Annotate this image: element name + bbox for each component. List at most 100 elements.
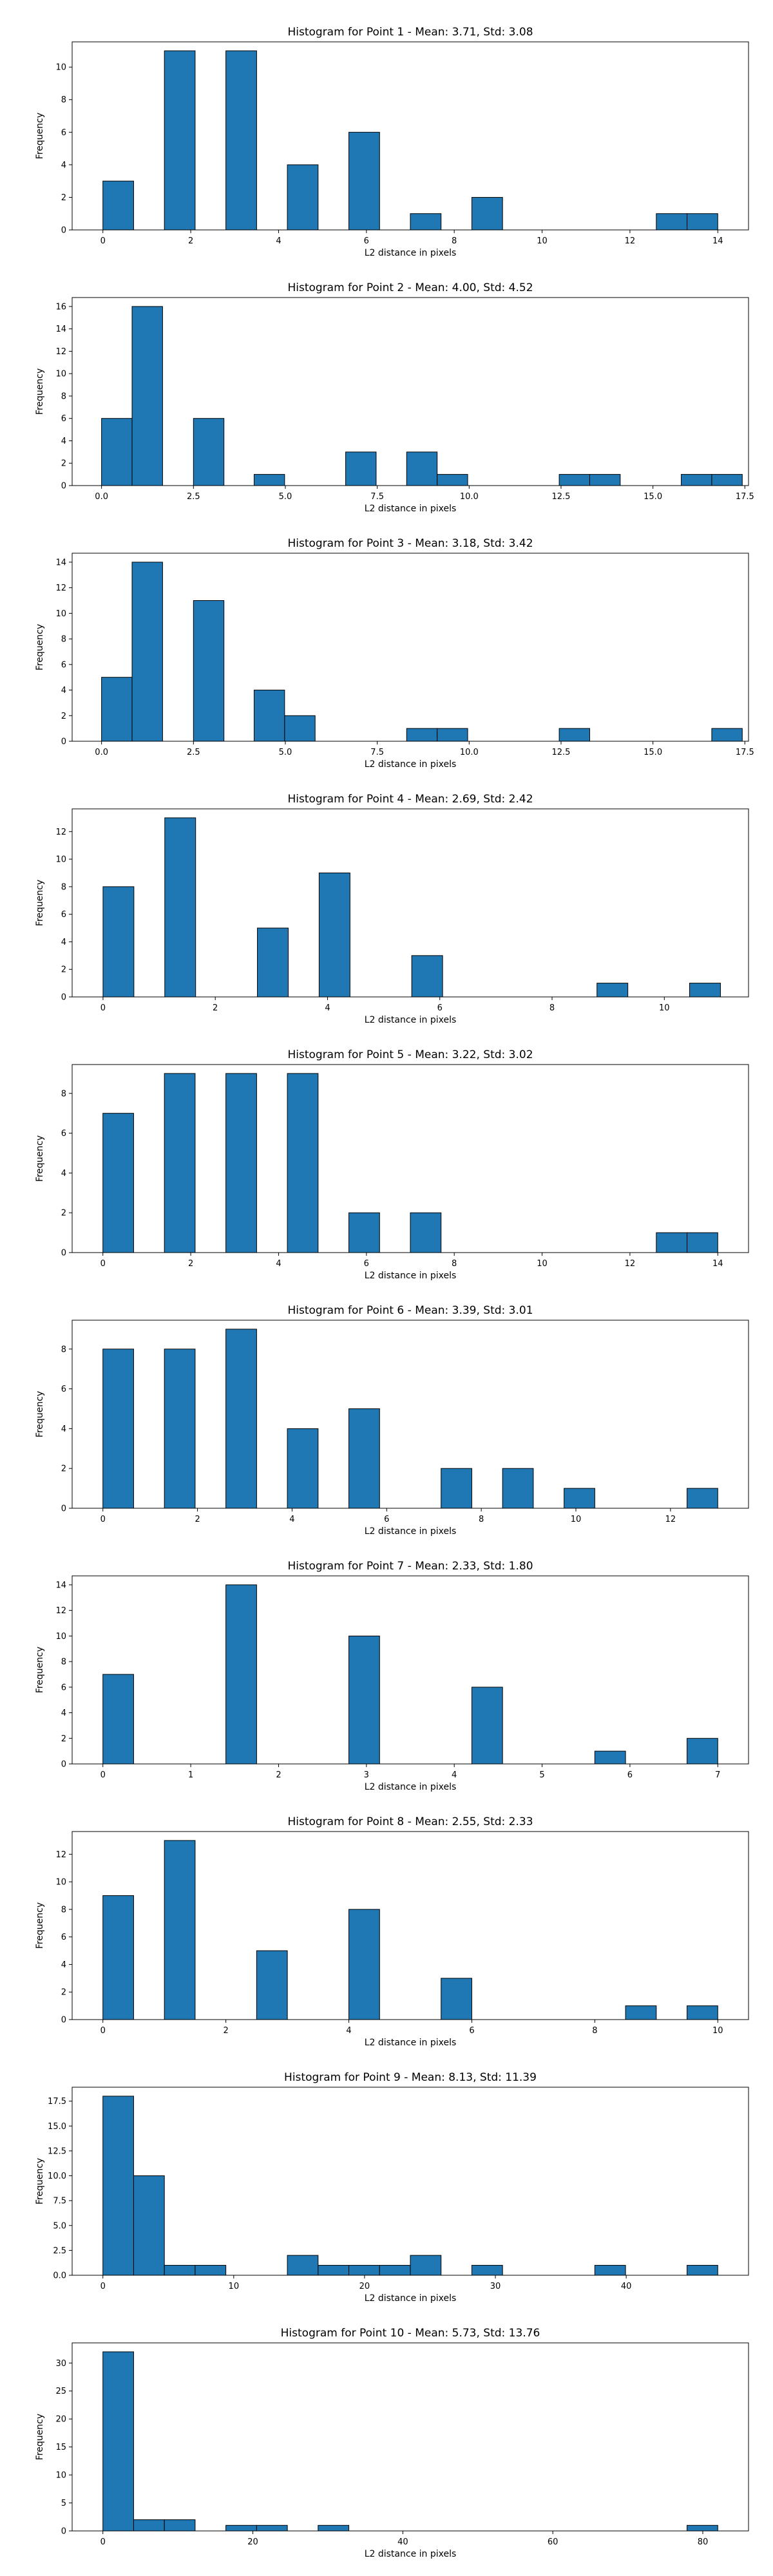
x-tick-label: 1 (188, 1770, 193, 1780)
histogram-bar (589, 474, 621, 486)
histogram-bar (164, 50, 196, 231)
y-tick-label: 16 (55, 302, 66, 312)
x-tick-label: 0.0 (95, 748, 108, 757)
y-tick-label: 0 (61, 2016, 66, 2025)
histogram-bar (687, 2524, 718, 2532)
x-tick-label: 0 (100, 236, 106, 246)
chart-title: Histogram for Point 5 - Mean: 3.22, Std:… (287, 1048, 533, 1061)
histogram-bar (131, 306, 163, 486)
histogram-bar (287, 2255, 319, 2276)
x-axis-label: L2 distance in pixels (365, 504, 457, 514)
y-axis-label: Frequency (35, 2158, 45, 2204)
histogram-bar (102, 1895, 134, 2020)
y-tick-label: 4 (61, 1169, 66, 1179)
histogram-bar (164, 2265, 196, 2276)
histogram-bar (318, 2524, 350, 2532)
x-tick-label: 2 (276, 1770, 281, 1780)
histogram-bar (687, 213, 718, 231)
histogram-bar (687, 1738, 718, 1765)
y-tick-label: 6 (61, 1933, 66, 1942)
x-tick-label: 12 (665, 1515, 676, 1524)
y-tick-label: 8 (61, 95, 66, 105)
y-tick-label: 0 (61, 1504, 66, 1514)
x-tick-label: 0 (100, 1515, 106, 1524)
histogram-bar (681, 474, 712, 486)
histogram-bar (318, 872, 350, 998)
x-tick-label: 0 (100, 1770, 106, 1780)
y-axis-label: Frequency (35, 368, 45, 415)
histogram-chart: 0 2 4 6 8 10 0 2 4 6 8 10 12 Histogram for Point 8 - … (35, 1815, 749, 2048)
histogram-bar (164, 2519, 196, 2532)
histogram-bar (471, 2265, 503, 2276)
histogram-bar (711, 474, 743, 486)
histogram-bar (437, 728, 468, 742)
y-tick-label: 2 (61, 1988, 66, 1998)
histogram-bar (287, 164, 319, 231)
histogram-bar (594, 2265, 626, 2276)
y-tick-label: 2 (61, 965, 66, 975)
y-axis-label: Frequency (35, 2414, 45, 2460)
histogram-bar (348, 131, 380, 231)
plot-area-frame (72, 553, 749, 742)
y-tick-label: 6 (61, 910, 66, 920)
x-tick-label: 8 (452, 1259, 457, 1269)
y-tick-label: 12 (55, 828, 66, 837)
y-tick-label: 12 (55, 1606, 66, 1616)
plot-area-frame (72, 1064, 749, 1253)
histogram-bar (102, 886, 135, 998)
y-tick-label: 6 (61, 128, 66, 138)
y-tick-label: 12 (55, 583, 66, 593)
y-tick-label: 10 (55, 609, 66, 619)
y-tick-label: 30 (55, 2359, 66, 2369)
x-tick-label: 6 (627, 1770, 633, 1780)
y-tick-label: 5 (61, 2499, 66, 2508)
chart-title: Histogram for Point 3 - Mean: 3.18, Std:… (287, 537, 533, 550)
x-tick-label: 20 (247, 2537, 258, 2547)
y-tick-label: 8 (61, 1345, 66, 1354)
x-tick-label: 10.0 (460, 748, 479, 757)
histogram-bar (133, 2175, 165, 2276)
y-tick-label: 2.5 (53, 2246, 66, 2256)
x-tick-label: 30 (490, 2282, 501, 2291)
chart-title: Histogram for Point 9 - Mean: 8.13, Std:… (284, 2071, 537, 2084)
x-axis-label: L2 distance in pixels (365, 1015, 457, 1025)
x-tick-label: 0 (100, 2026, 106, 2036)
y-tick-label: 4 (61, 686, 66, 696)
histogram-bar (410, 1212, 442, 1253)
histogram-bar (558, 728, 590, 742)
histogram-bar (406, 728, 438, 742)
histogram-bar (437, 474, 468, 486)
histogram-bar (193, 600, 225, 742)
x-tick-label: 17.5 (736, 748, 754, 757)
histogram-bar (102, 2351, 134, 2532)
plot-area-frame (72, 1575, 749, 1765)
y-tick-label: 12 (55, 347, 66, 357)
x-axis-label: L2 distance in pixels (365, 759, 457, 770)
y-tick-label: 15.0 (48, 2122, 66, 2132)
histogram-bar (225, 1329, 257, 1509)
x-tick-label: 2.5 (187, 492, 200, 502)
y-tick-label: 4 (61, 1960, 66, 1970)
y-tick-label: 6 (61, 414, 66, 424)
histogram-bar (406, 451, 438, 486)
x-tick-label: 4 (276, 1259, 281, 1269)
histogram-chart: 0 10 20 30 40 0.0 2.5 5.0 7.5 10.0 12.5 15.0 17.5 His… (35, 2071, 749, 2304)
x-tick-label: 5 (539, 1770, 544, 1780)
plot-area-frame (72, 2087, 749, 2276)
y-tick-label: 14 (55, 558, 66, 567)
chart-title: Histogram for Point 1 - Mean: 3.71, Std:… (287, 26, 533, 39)
histogram-bar (164, 817, 196, 998)
x-tick-label: 3 (364, 1770, 369, 1780)
plot-area-frame (72, 297, 749, 486)
histogram-bar (471, 1687, 503, 1765)
y-tick-label: 0 (61, 993, 66, 1003)
x-tick-label: 20 (359, 2282, 370, 2291)
histogram-bar (410, 213, 442, 231)
y-tick-label: 0 (61, 226, 66, 236)
y-axis-label: Frequency (35, 1391, 45, 1437)
x-axis-label: L2 distance in pixels (365, 2038, 457, 2048)
histogram-chart: 0 2 4 6 8 10 12 14 0 2 4 6 8 10 Histogram for Point 1 … (35, 26, 749, 258)
histogram-bar (348, 1408, 380, 1509)
histogram-bar (101, 677, 133, 742)
